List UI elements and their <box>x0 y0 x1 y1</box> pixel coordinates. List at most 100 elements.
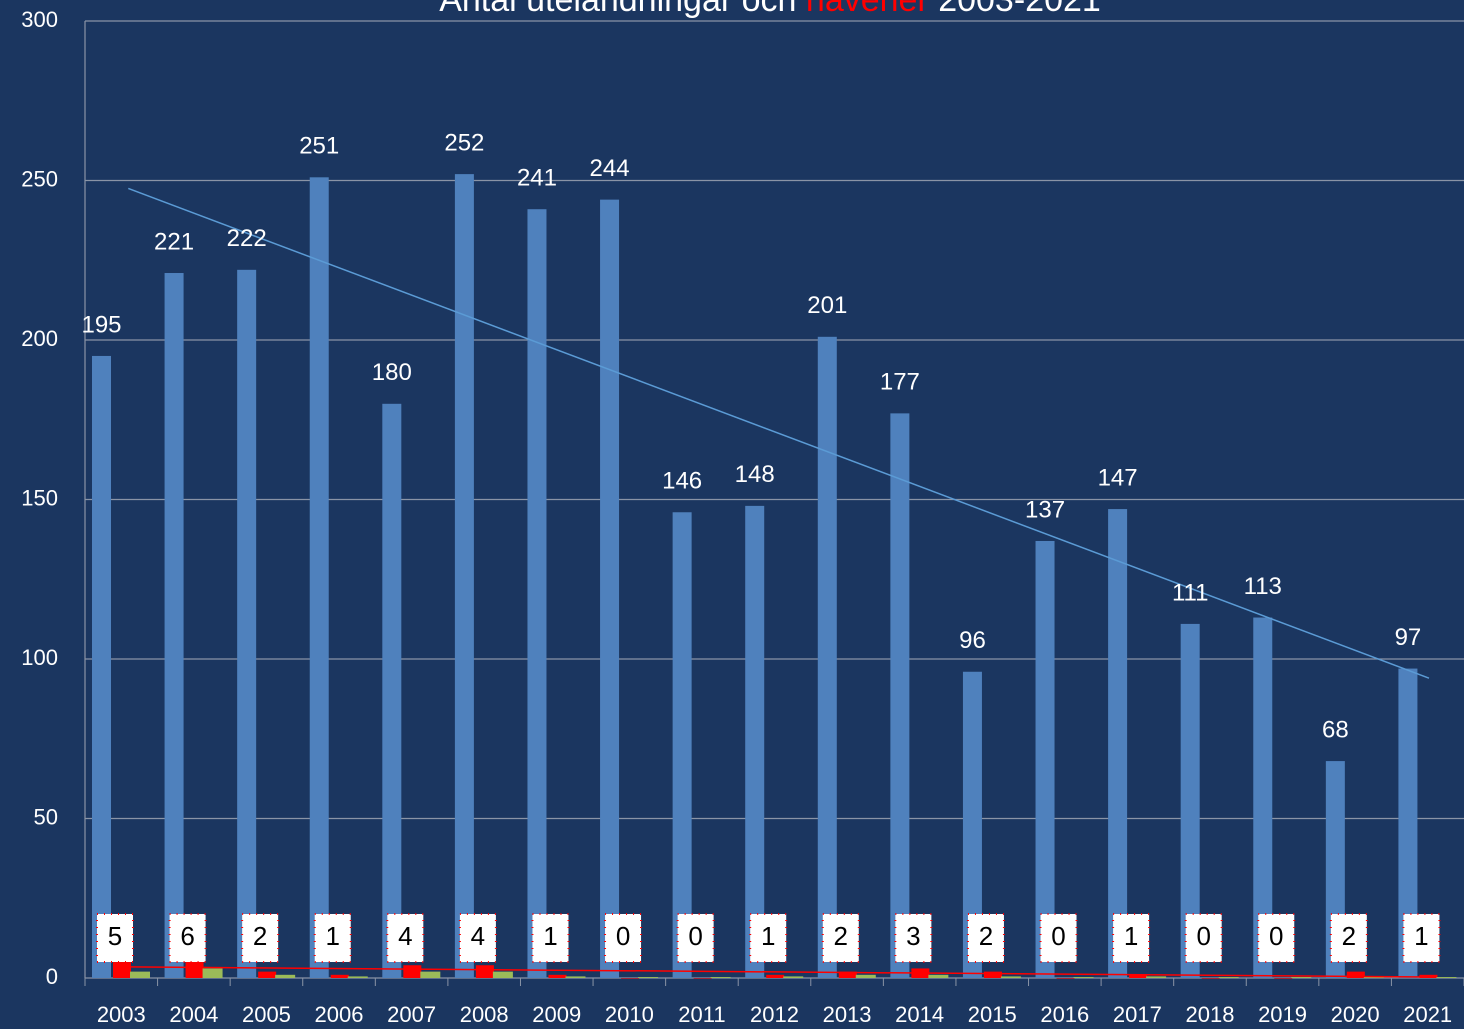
data-label: 180 <box>372 359 412 386</box>
data-label-box <box>676 913 715 963</box>
data-label: 4 <box>398 921 412 951</box>
bar <box>258 971 277 978</box>
x-tick-label: 2012 <box>750 1002 799 1027</box>
data-label: 201 <box>807 292 847 319</box>
data-label: 2 <box>834 921 848 951</box>
x-tick-label: 2018 <box>1185 1002 1234 1027</box>
data-label: 146 <box>662 468 702 495</box>
data-label: 113 <box>1244 573 1282 600</box>
bar <box>164 273 184 978</box>
bar <box>1000 976 1021 978</box>
x-tick-label: 2011 <box>678 1002 725 1027</box>
bar <box>1218 977 1239 978</box>
data-label: 4 <box>471 921 485 951</box>
x-tick-label: 2021 <box>1403 1002 1452 1027</box>
data-label: 1 <box>761 921 775 951</box>
bar <box>309 177 329 978</box>
x-tick-label: 2008 <box>460 1002 509 1027</box>
y-tick-label: 50 <box>34 804 58 829</box>
data-label-box <box>96 913 134 963</box>
data-label-box <box>1402 913 1441 963</box>
data-label-box <box>1112 913 1151 963</box>
data-label: 252 <box>444 129 484 156</box>
data-label: 1 <box>1414 921 1428 951</box>
x-tick-label: 2005 <box>242 1002 291 1027</box>
data-label-box <box>966 913 1005 963</box>
bar <box>1201 978 1220 979</box>
data-label-box <box>604 913 643 963</box>
bar <box>1346 971 1365 978</box>
data-label-box <box>313 913 352 963</box>
y-tick-label: 0 <box>46 964 58 989</box>
y-tick-label: 200 <box>21 326 58 351</box>
data-label: 251 <box>299 133 339 160</box>
x-tick-label: 2020 <box>1331 1002 1380 1027</box>
data-label: 1 <box>326 921 340 951</box>
x-tick-label: 2017 <box>1113 1002 1162 1027</box>
title-part: haverier <box>806 0 929 19</box>
data-label: 96 <box>959 627 986 654</box>
bar <box>1253 617 1273 978</box>
bar <box>548 974 567 978</box>
bar <box>783 976 804 978</box>
data-label: 1 <box>543 921 557 951</box>
data-label: 2 <box>253 921 267 951</box>
bar <box>1274 978 1293 979</box>
trendline <box>128 187 1430 679</box>
bar <box>855 974 876 978</box>
data-label: 148 <box>735 461 775 488</box>
data-label: 221 <box>154 228 194 255</box>
bar <box>838 971 857 978</box>
bar <box>347 976 368 978</box>
data-label: 195 <box>81 311 121 338</box>
bar <box>527 209 547 978</box>
bar <box>693 978 712 979</box>
bar <box>202 968 223 978</box>
data-label: 0 <box>1269 921 1283 951</box>
title-part: 2003-2021 <box>929 0 1101 19</box>
data-label-box <box>386 913 425 963</box>
bar <box>600 199 620 978</box>
data-label: 137 <box>1025 496 1065 523</box>
data-label: 2 <box>979 921 993 951</box>
data-label: 0 <box>688 921 702 951</box>
data-label: 1 <box>1124 921 1138 951</box>
data-label: 0 <box>1196 921 1210 951</box>
chart-title: Antal utelandningar och haverier 2003-20… <box>439 0 1101 19</box>
title-part: Antal utelandningar och <box>439 0 806 19</box>
data-label: 97 <box>1395 624 1422 651</box>
x-tick-label: 2009 <box>532 1002 581 1027</box>
trendline <box>128 966 1430 978</box>
bar <box>1146 976 1167 978</box>
bar <box>1073 977 1094 978</box>
bar <box>113 962 131 978</box>
data-label-box <box>1184 913 1223 963</box>
bar <box>1129 974 1148 978</box>
y-tick-label: 150 <box>21 485 58 510</box>
data-label-box <box>1329 913 1368 963</box>
y-tick-label: 100 <box>21 645 58 670</box>
bar <box>454 174 474 978</box>
bar <box>638 977 659 978</box>
bar <box>928 974 949 978</box>
bar <box>92 355 111 978</box>
data-label-box <box>168 913 207 963</box>
data-label-box <box>821 913 860 963</box>
bar <box>1108 509 1128 978</box>
data-label: 5 <box>108 921 122 951</box>
bar <box>1035 540 1055 978</box>
data-label-box <box>241 913 280 963</box>
bar <box>672 512 692 978</box>
x-tick-label: 2010 <box>605 1002 654 1027</box>
data-label: 0 <box>1051 921 1065 951</box>
data-label-box <box>458 913 497 963</box>
bar <box>330 974 349 978</box>
data-label-box <box>1039 913 1078 963</box>
data-label: 244 <box>590 155 630 182</box>
bar <box>710 977 731 978</box>
bar <box>475 965 494 978</box>
bar <box>382 403 402 978</box>
data-label: 111 <box>1172 579 1208 606</box>
